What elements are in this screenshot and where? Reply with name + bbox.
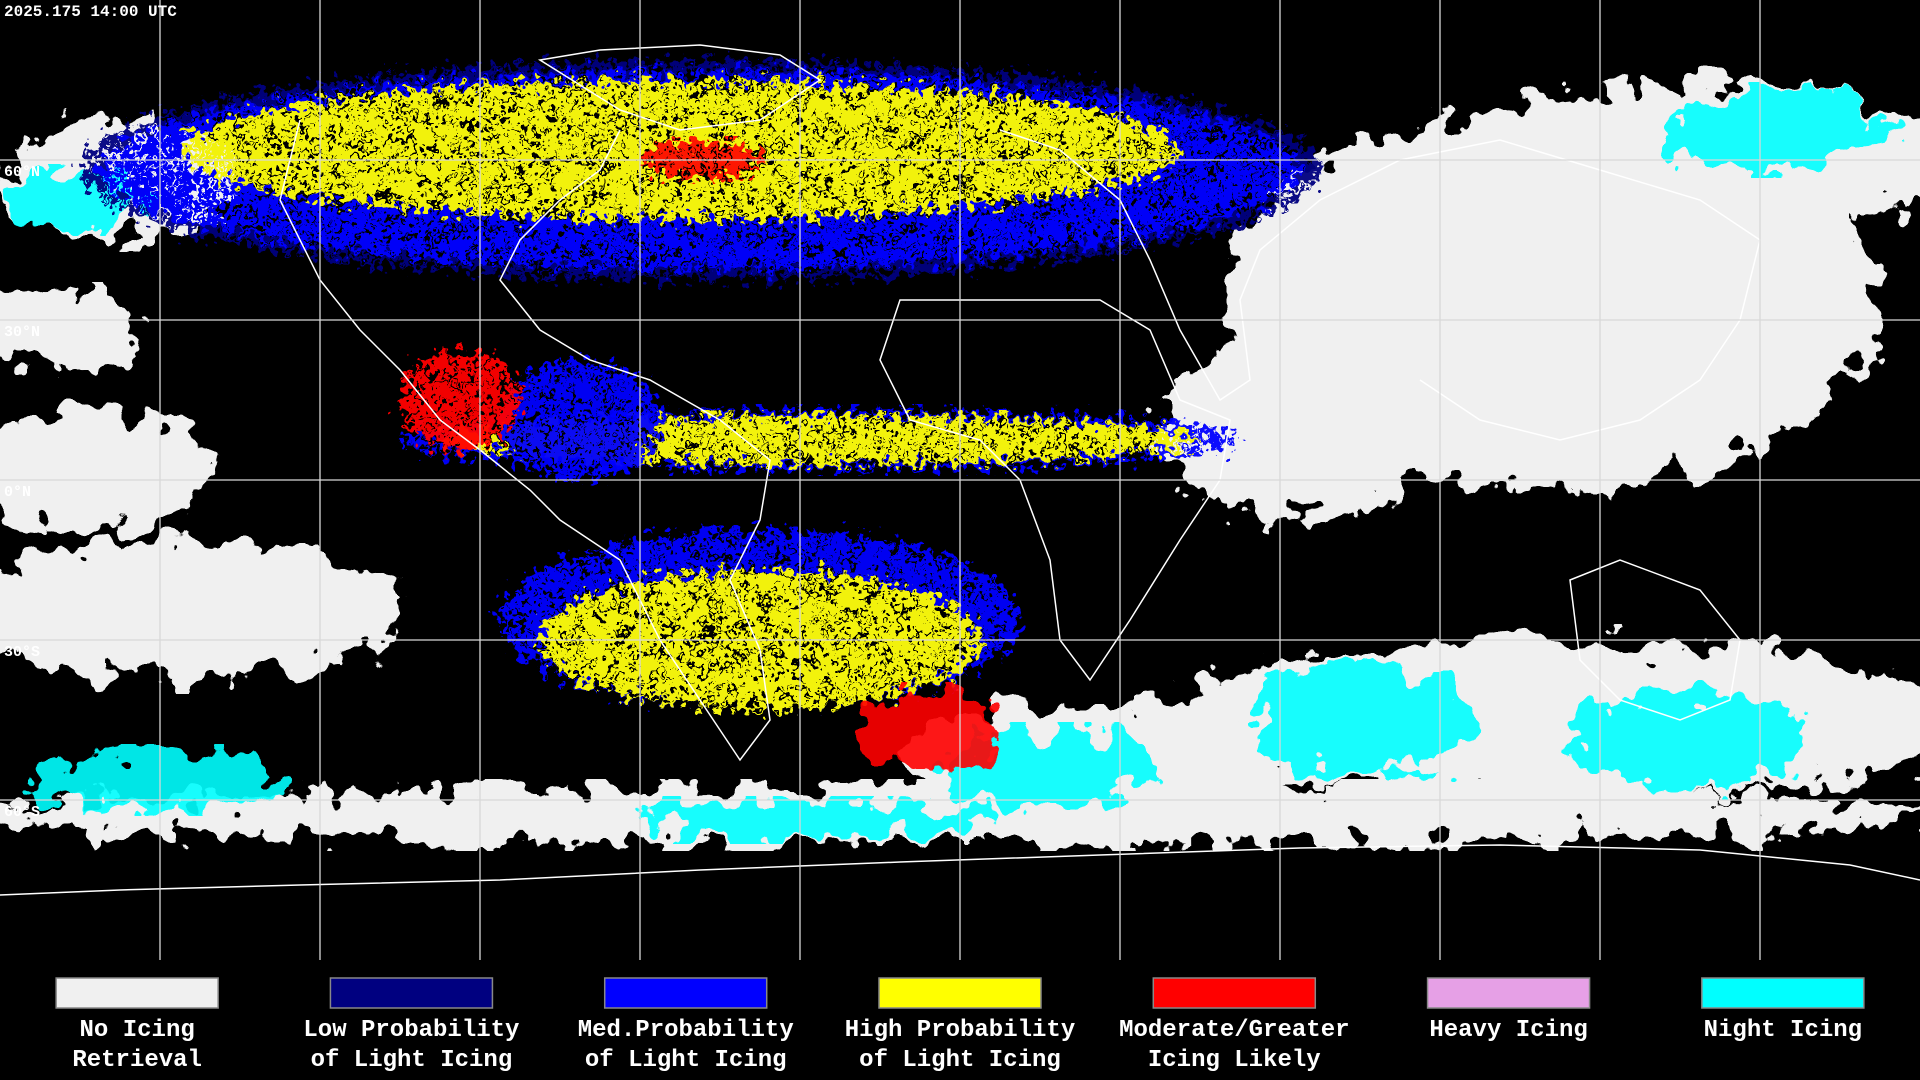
timestamp: 2025.175 14:00 UTC — [4, 3, 177, 21]
legend-swatch — [329, 977, 494, 1009]
legend-label: Night Icing — [1704, 1017, 1862, 1044]
legend-label: Icing Likely — [1148, 1047, 1321, 1074]
cloud-area — [1250, 660, 1470, 780]
latitude-label: 30°S — [4, 644, 40, 661]
cloud-area — [940, 730, 1160, 810]
legend-label: of Light Icing — [859, 1047, 1061, 1074]
legend-label: No Icing — [80, 1017, 195, 1044]
legend-label: Low Probability — [303, 1017, 519, 1044]
legend: No Icing Retrieval Low Probability of Light… — [55, 977, 1865, 1074]
cloud-area — [0, 410, 210, 530]
legend-label: Moderate/Greater — [1119, 1017, 1349, 1044]
cloud-area — [1160, 340, 1440, 520]
latitude-labels: 60°N 30°N 0°N 30°S 60°S — [4, 164, 40, 821]
cloud-area — [860, 690, 1000, 770]
cloud-area — [500, 360, 660, 480]
legend-swatch — [878, 977, 1042, 1009]
latitude-label: 60°S — [4, 804, 40, 821]
legend-swatch — [55, 977, 219, 1009]
cloud-area — [0, 540, 400, 680]
legend-swatch — [1426, 977, 1591, 1009]
latitude-label: 0°N — [4, 484, 31, 501]
cloud-area — [1570, 690, 1810, 790]
cloud-area — [640, 800, 1000, 840]
legend-label: of Light Icing — [585, 1047, 787, 1074]
legend-label: Retrieval — [72, 1047, 202, 1074]
legend-swatch — [1701, 977, 1865, 1009]
graticule — [0, 0, 1920, 960]
latitude-label: 30°N — [4, 324, 40, 341]
legend-label: of Light Icing — [311, 1047, 513, 1074]
legend-swatch — [1152, 977, 1317, 1009]
legend-swatch — [603, 977, 768, 1009]
legend-label: High Probability — [845, 1017, 1075, 1044]
cloud-area — [1670, 90, 1890, 170]
cloud-area — [400, 350, 520, 450]
legend-label: Med.Probability — [578, 1017, 794, 1044]
legend-label: Heavy Icing — [1429, 1017, 1587, 1044]
latitude-label: 60°N — [4, 164, 40, 181]
cloud-area — [0, 290, 140, 370]
